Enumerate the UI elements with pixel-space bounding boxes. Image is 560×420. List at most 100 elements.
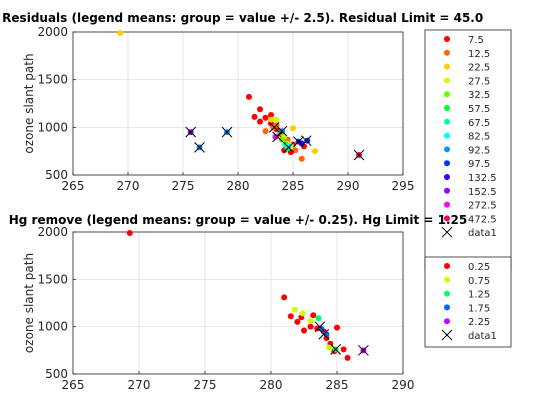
y-tick-label: 500 [45, 367, 68, 381]
x-tick-label: 285 [282, 179, 305, 193]
data-point [270, 124, 277, 131]
data-point-x-marker [330, 344, 342, 355]
legend-entry-label: 92.5 [468, 145, 490, 156]
legend-entry-label: 82.5 [468, 132, 490, 143]
legend: 7.5 12.5 22.5 27.5 32.5 57.5 67.5 82.5 92.5 97.5 1… [424, 29, 512, 271]
chart-title: Hg remove (legend means: group = value +… [9, 213, 467, 227]
legend-marker [444, 160, 450, 167]
data-point [279, 136, 285, 143]
data-point-x-marker [194, 141, 205, 153]
y-axis-label: ozone slant path [22, 53, 36, 153]
legend-entry-label: data1 [468, 228, 497, 239]
legend: 0.25 0.75 1.25 1.75 2.25 data1 [424, 256, 512, 348]
y-tick-label: 2000 [37, 25, 68, 39]
y-tick-label: 500 [45, 168, 68, 182]
legend-entry-label: 1.25 [468, 290, 490, 301]
data-point [292, 147, 299, 154]
data-point [344, 354, 351, 361]
data-point [307, 317, 314, 324]
data-point [287, 313, 294, 320]
legend-marker [444, 132, 450, 139]
data-points [126, 229, 369, 361]
axes-box [72, 231, 404, 375]
legend-entry-label: 22.5 [468, 63, 490, 74]
legend-entry-label: 27.5 [468, 76, 490, 87]
y-tick-label: 1000 [37, 320, 68, 334]
data-point [126, 229, 133, 236]
legend-marker [444, 174, 450, 180]
data-point [315, 315, 322, 322]
data-point [272, 133, 279, 140]
legend-entry-label: 132.5 [468, 173, 497, 184]
plot-area [73, 232, 403, 374]
data-point [273, 116, 280, 123]
data-point [117, 29, 124, 36]
legend-marker [444, 63, 450, 70]
legend-entry-label: 97.5 [468, 159, 490, 170]
data-point [301, 327, 307, 334]
y-axis-label: ozone slant path [22, 253, 36, 353]
data-point-x-marker [353, 149, 365, 161]
legend-marker [444, 215, 450, 222]
legend-entry-label: 152.5 [468, 187, 497, 198]
data-point [304, 137, 311, 144]
x-tick-label: 270 [128, 378, 151, 392]
legend-entry-label: 67.5 [468, 118, 490, 129]
x-tick-label: 265 [62, 179, 85, 193]
y-tick-label: 1500 [37, 73, 68, 87]
legend-entry-label: 0.75 [468, 276, 490, 287]
legend-entry-label: 1.75 [468, 303, 490, 314]
data-point-x-marker [185, 126, 197, 138]
data-points [117, 29, 365, 162]
legend-marker [444, 263, 450, 269]
data-point [307, 323, 314, 330]
legend-entry-label: 57.5 [468, 104, 490, 115]
legend-marker [444, 290, 450, 297]
x-tick-label: 270 [117, 179, 140, 193]
data-point [291, 306, 298, 313]
data-point-x-marker [318, 328, 330, 340]
legend-entry-label: 2.25 [468, 317, 490, 328]
legend-box [424, 29, 512, 271]
y-tick-label: 2000 [37, 225, 68, 239]
legend-marker-x [441, 329, 453, 341]
data-point-x-marker [268, 121, 280, 133]
legend-marker [444, 118, 450, 125]
data-point-x-marker [272, 131, 283, 143]
data-point [290, 125, 296, 132]
data-point [294, 318, 301, 325]
legend-marker [444, 276, 450, 283]
data-point [262, 128, 269, 135]
data-point [257, 106, 263, 113]
x-tick-label: 290 [337, 179, 360, 193]
y-tick-label: 1500 [37, 272, 68, 286]
x-tick-label: 295 [392, 179, 415, 193]
legend-marker [444, 77, 450, 84]
legend-marker [444, 36, 450, 42]
data-point [262, 114, 269, 121]
data-point [326, 344, 333, 351]
legend-marker [444, 318, 450, 325]
data-point [268, 111, 274, 118]
chart-title: f Residuals (legend means: group = value… [0, 11, 483, 25]
legend-entry-label: 32.5 [468, 90, 490, 101]
legend-marker-x [441, 226, 453, 238]
x-tick-label: 275 [172, 179, 195, 193]
legend-entry-label: 0.25 [468, 262, 490, 273]
data-point-x-marker [221, 126, 233, 138]
x-tick-label: 285 [326, 378, 349, 392]
x-tick-label: 290 [392, 378, 415, 392]
legend-entry-label: 12.5 [468, 49, 490, 60]
data-point [246, 93, 252, 100]
data-point-x-marker [283, 141, 294, 153]
data-point [251, 113, 258, 120]
y-tick-label: 1000 [37, 120, 68, 134]
x-tick-label: 265 [62, 378, 85, 392]
legend-entry-label: 272.5 [468, 201, 497, 212]
x-tick-label: 275 [194, 378, 217, 392]
data-point [299, 310, 306, 317]
data-point [340, 346, 347, 353]
data-point [298, 155, 305, 162]
